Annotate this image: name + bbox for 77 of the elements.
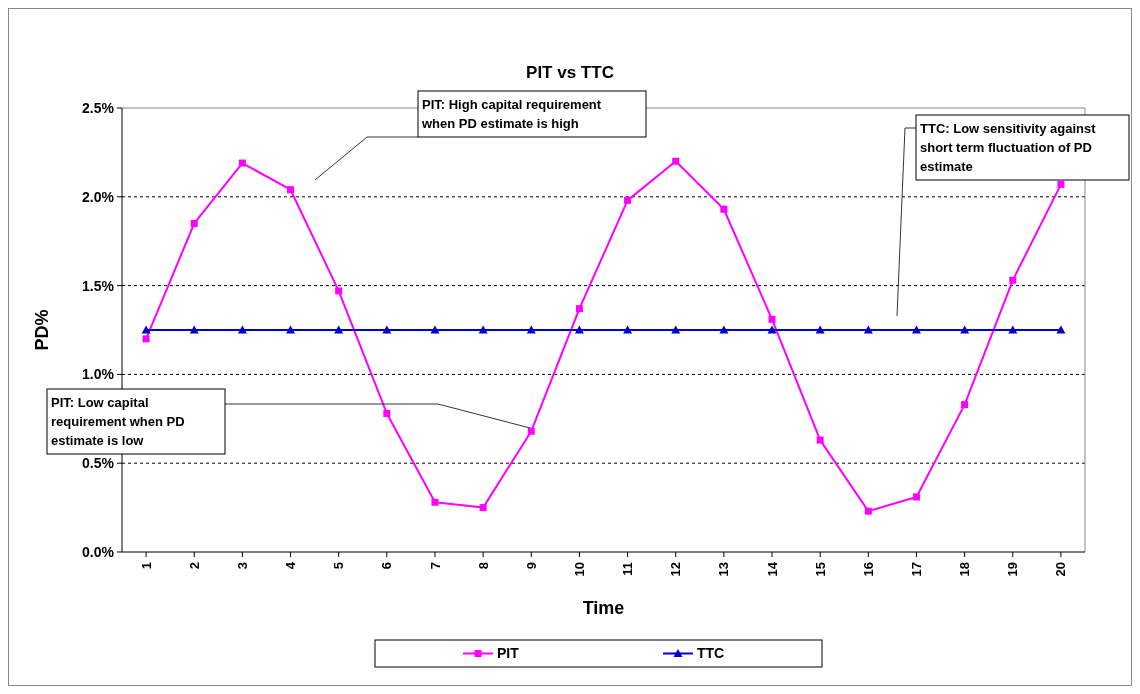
x-tick-label: 9	[523, 562, 539, 570]
y-tick-label: 0.0%	[82, 543, 115, 560]
point	[623, 325, 633, 334]
x-tick-label: 1	[138, 562, 154, 570]
point	[431, 498, 439, 506]
point	[287, 186, 295, 194]
point	[575, 305, 583, 313]
legend-label: PIT	[497, 645, 520, 662]
point	[574, 325, 584, 334]
point	[720, 205, 728, 213]
point	[816, 436, 824, 444]
callout-box: PIT: High capital requirement when PD estimate is high	[314, 90, 647, 181]
point	[479, 504, 487, 512]
x-tick-label: 5	[331, 562, 347, 570]
point	[1008, 325, 1018, 334]
x-tick-label: 11	[620, 562, 636, 576]
x-tick-label: 12	[668, 562, 684, 577]
annotation: PIT: High capital requirement when PD estimate is high	[421, 97, 602, 131]
point	[383, 409, 391, 417]
x-tick-label: 2	[186, 562, 202, 570]
point	[334, 325, 344, 334]
x-axis-title: Time	[582, 598, 625, 618]
point	[671, 325, 681, 334]
point	[526, 325, 536, 334]
x-tick-label: 8	[475, 562, 491, 570]
point	[912, 493, 920, 501]
x-tick-label: 7	[427, 562, 443, 570]
point	[142, 335, 150, 343]
point	[768, 315, 776, 323]
point	[863, 325, 873, 334]
point	[911, 325, 921, 334]
point	[672, 157, 680, 165]
point	[189, 325, 199, 334]
point	[961, 401, 969, 409]
point	[960, 325, 970, 334]
point	[190, 219, 198, 227]
y-tick-label: 2.0%	[82, 188, 115, 205]
point	[237, 325, 247, 334]
point	[527, 427, 535, 435]
x-tick-label: 4	[283, 561, 299, 570]
point	[430, 325, 440, 334]
point	[335, 287, 343, 295]
y-tick-label: 1.0%	[82, 366, 115, 383]
y-tick-label: 1.5%	[82, 277, 115, 294]
point	[1056, 325, 1066, 334]
point	[719, 325, 729, 334]
legend-label: TTC	[697, 645, 725, 662]
x-tick-label: 14	[764, 561, 780, 577]
annotation: TTC: Low sensitivity against short term fluctuation of PD estimate	[920, 121, 1097, 174]
point	[624, 196, 632, 204]
y-tick-label: 2.5%	[82, 99, 115, 116]
point	[1057, 180, 1065, 188]
callout-box: PIT: Low capital requirement when PD estimate is low	[46, 388, 531, 455]
x-tick-label: 3	[234, 562, 250, 570]
x-tick-label: 15	[812, 562, 828, 577]
point	[286, 325, 296, 334]
point	[1009, 276, 1017, 284]
point	[141, 325, 151, 334]
point	[382, 325, 392, 334]
x-tick-label: 20	[1053, 562, 1069, 577]
x-tick-label: 19	[1005, 562, 1021, 577]
chart-title: PIT vs TTC	[526, 63, 614, 82]
callout-box: TTC: Low sensitivity against short term fluctuation of PD estimate	[896, 114, 1130, 317]
y-tick-label: 0.5%	[82, 455, 115, 472]
y-axis-title: PD%	[32, 309, 52, 351]
x-tick-label: 18	[957, 562, 973, 577]
x-tick-label: 16	[860, 562, 876, 577]
point	[815, 325, 825, 334]
point	[767, 325, 777, 334]
point	[238, 159, 246, 167]
x-tick-label: 17	[909, 562, 925, 577]
point	[478, 325, 488, 334]
point	[864, 507, 872, 515]
x-tick-label: 6	[379, 562, 395, 570]
annotation: PIT: Low capital requirement when PD estimate is low	[51, 395, 185, 448]
x-tick-label: 10	[571, 562, 587, 577]
x-tick-label: 13	[716, 562, 732, 577]
